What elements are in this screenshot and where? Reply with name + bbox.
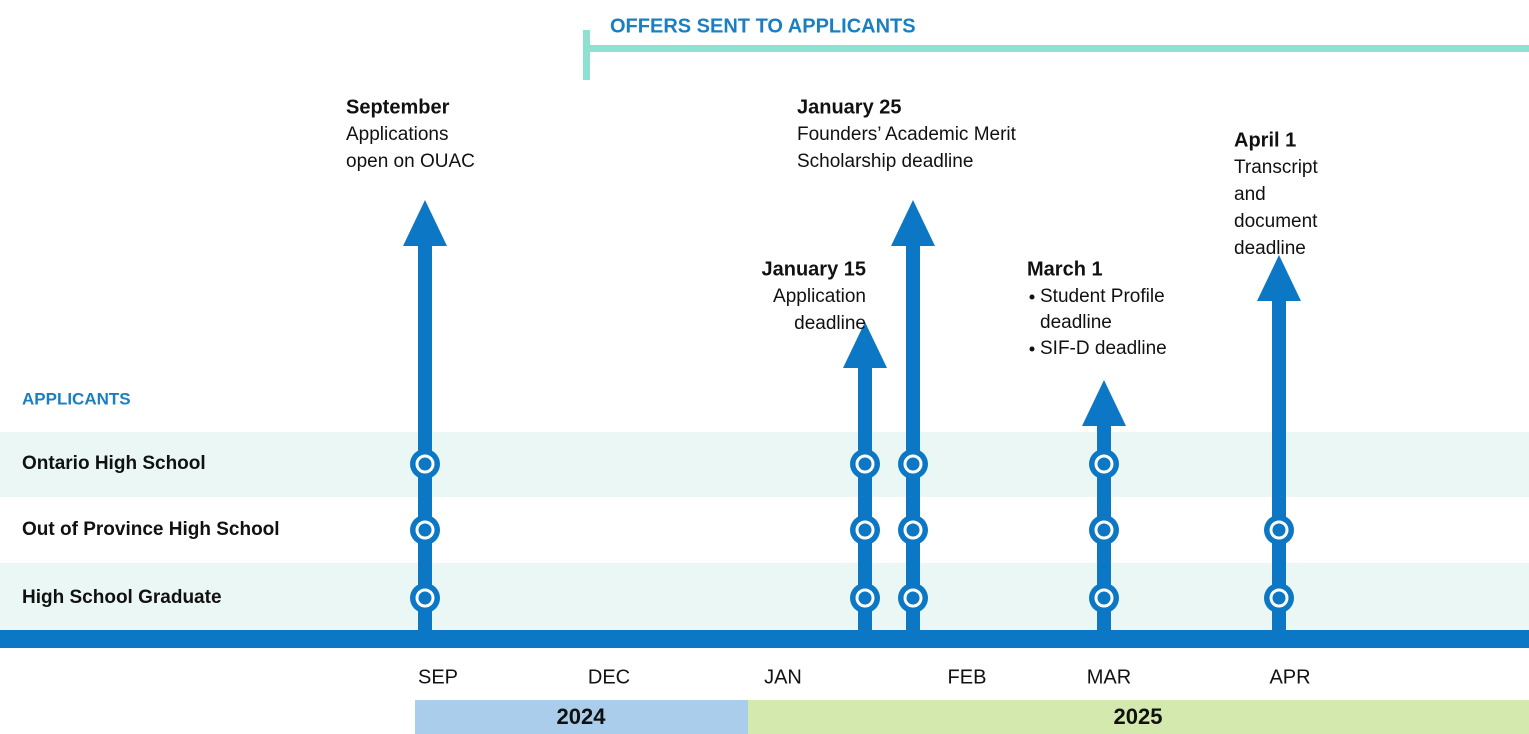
event-date: September [346, 96, 450, 118]
event-date: January 25 [797, 96, 902, 118]
month-label: MAR [1087, 666, 1131, 688]
arrow-head [891, 200, 935, 246]
arrow-head [403, 200, 447, 246]
marker-ring [1269, 520, 1289, 540]
applicants-heading: APPLICANTS [22, 389, 131, 408]
arrow-head [1257, 255, 1301, 301]
event-text: deadline [1234, 238, 1306, 259]
marker-ring [903, 520, 923, 540]
marker-ring [855, 454, 875, 474]
event-text: Student Profile [1040, 286, 1165, 307]
marker-ring [903, 588, 923, 608]
bullet [1029, 346, 1035, 352]
offers-tick [583, 30, 590, 80]
month-label: APR [1269, 666, 1310, 688]
arrow-head [1082, 380, 1126, 426]
event-text: and [1234, 184, 1266, 205]
event-date: January 15 [761, 258, 866, 280]
marker-ring [415, 520, 435, 540]
event-text: Application [773, 286, 866, 307]
year-band [415, 700, 748, 734]
marker-ring [855, 588, 875, 608]
event-text: Transcript [1234, 157, 1318, 178]
month-label: JAN [764, 666, 802, 688]
year-label: 2024 [557, 704, 607, 729]
arrow-shaft [418, 240, 432, 630]
arrow-head [843, 322, 887, 368]
offers-line [583, 45, 1529, 52]
arrow-shaft [1272, 295, 1286, 630]
bullet [1029, 294, 1035, 300]
marker-ring [415, 588, 435, 608]
event-text: Scholarship deadline [797, 151, 973, 172]
marker-ring [1094, 454, 1114, 474]
marker-ring [1094, 588, 1114, 608]
marker-ring [1094, 520, 1114, 540]
row-label: Ontario High School [22, 453, 206, 474]
marker-ring [855, 520, 875, 540]
month-label: DEC [588, 666, 630, 688]
arrow-shaft [858, 362, 872, 630]
event-text: Founders’ Academic Merit [797, 124, 1017, 145]
event-date: March 1 [1027, 258, 1103, 280]
row-band [0, 563, 1529, 630]
marker-ring [415, 454, 435, 474]
event-text: deadline [794, 313, 866, 334]
arrow-shaft [906, 240, 920, 630]
row-label: Out of Province High School [22, 519, 280, 540]
row-label: High School Graduate [22, 587, 222, 608]
baseline-bar [0, 630, 1529, 648]
event-text: document [1234, 211, 1318, 232]
event-text: open on OUAC [346, 151, 475, 172]
year-band [748, 700, 1529, 734]
event-date: April 1 [1234, 129, 1296, 151]
row-band [0, 432, 1529, 497]
month-label: SEP [418, 666, 458, 688]
marker-ring [1269, 588, 1289, 608]
offers-banner: OFFERS SENT TO APPLICANTS [610, 15, 916, 37]
month-label: FEB [948, 666, 987, 688]
event-text: SIF-D deadline [1040, 338, 1167, 359]
marker-ring [903, 454, 923, 474]
event-text: Applications [346, 124, 448, 145]
event-text: deadline [1040, 312, 1112, 333]
year-label: 2025 [1114, 704, 1163, 729]
